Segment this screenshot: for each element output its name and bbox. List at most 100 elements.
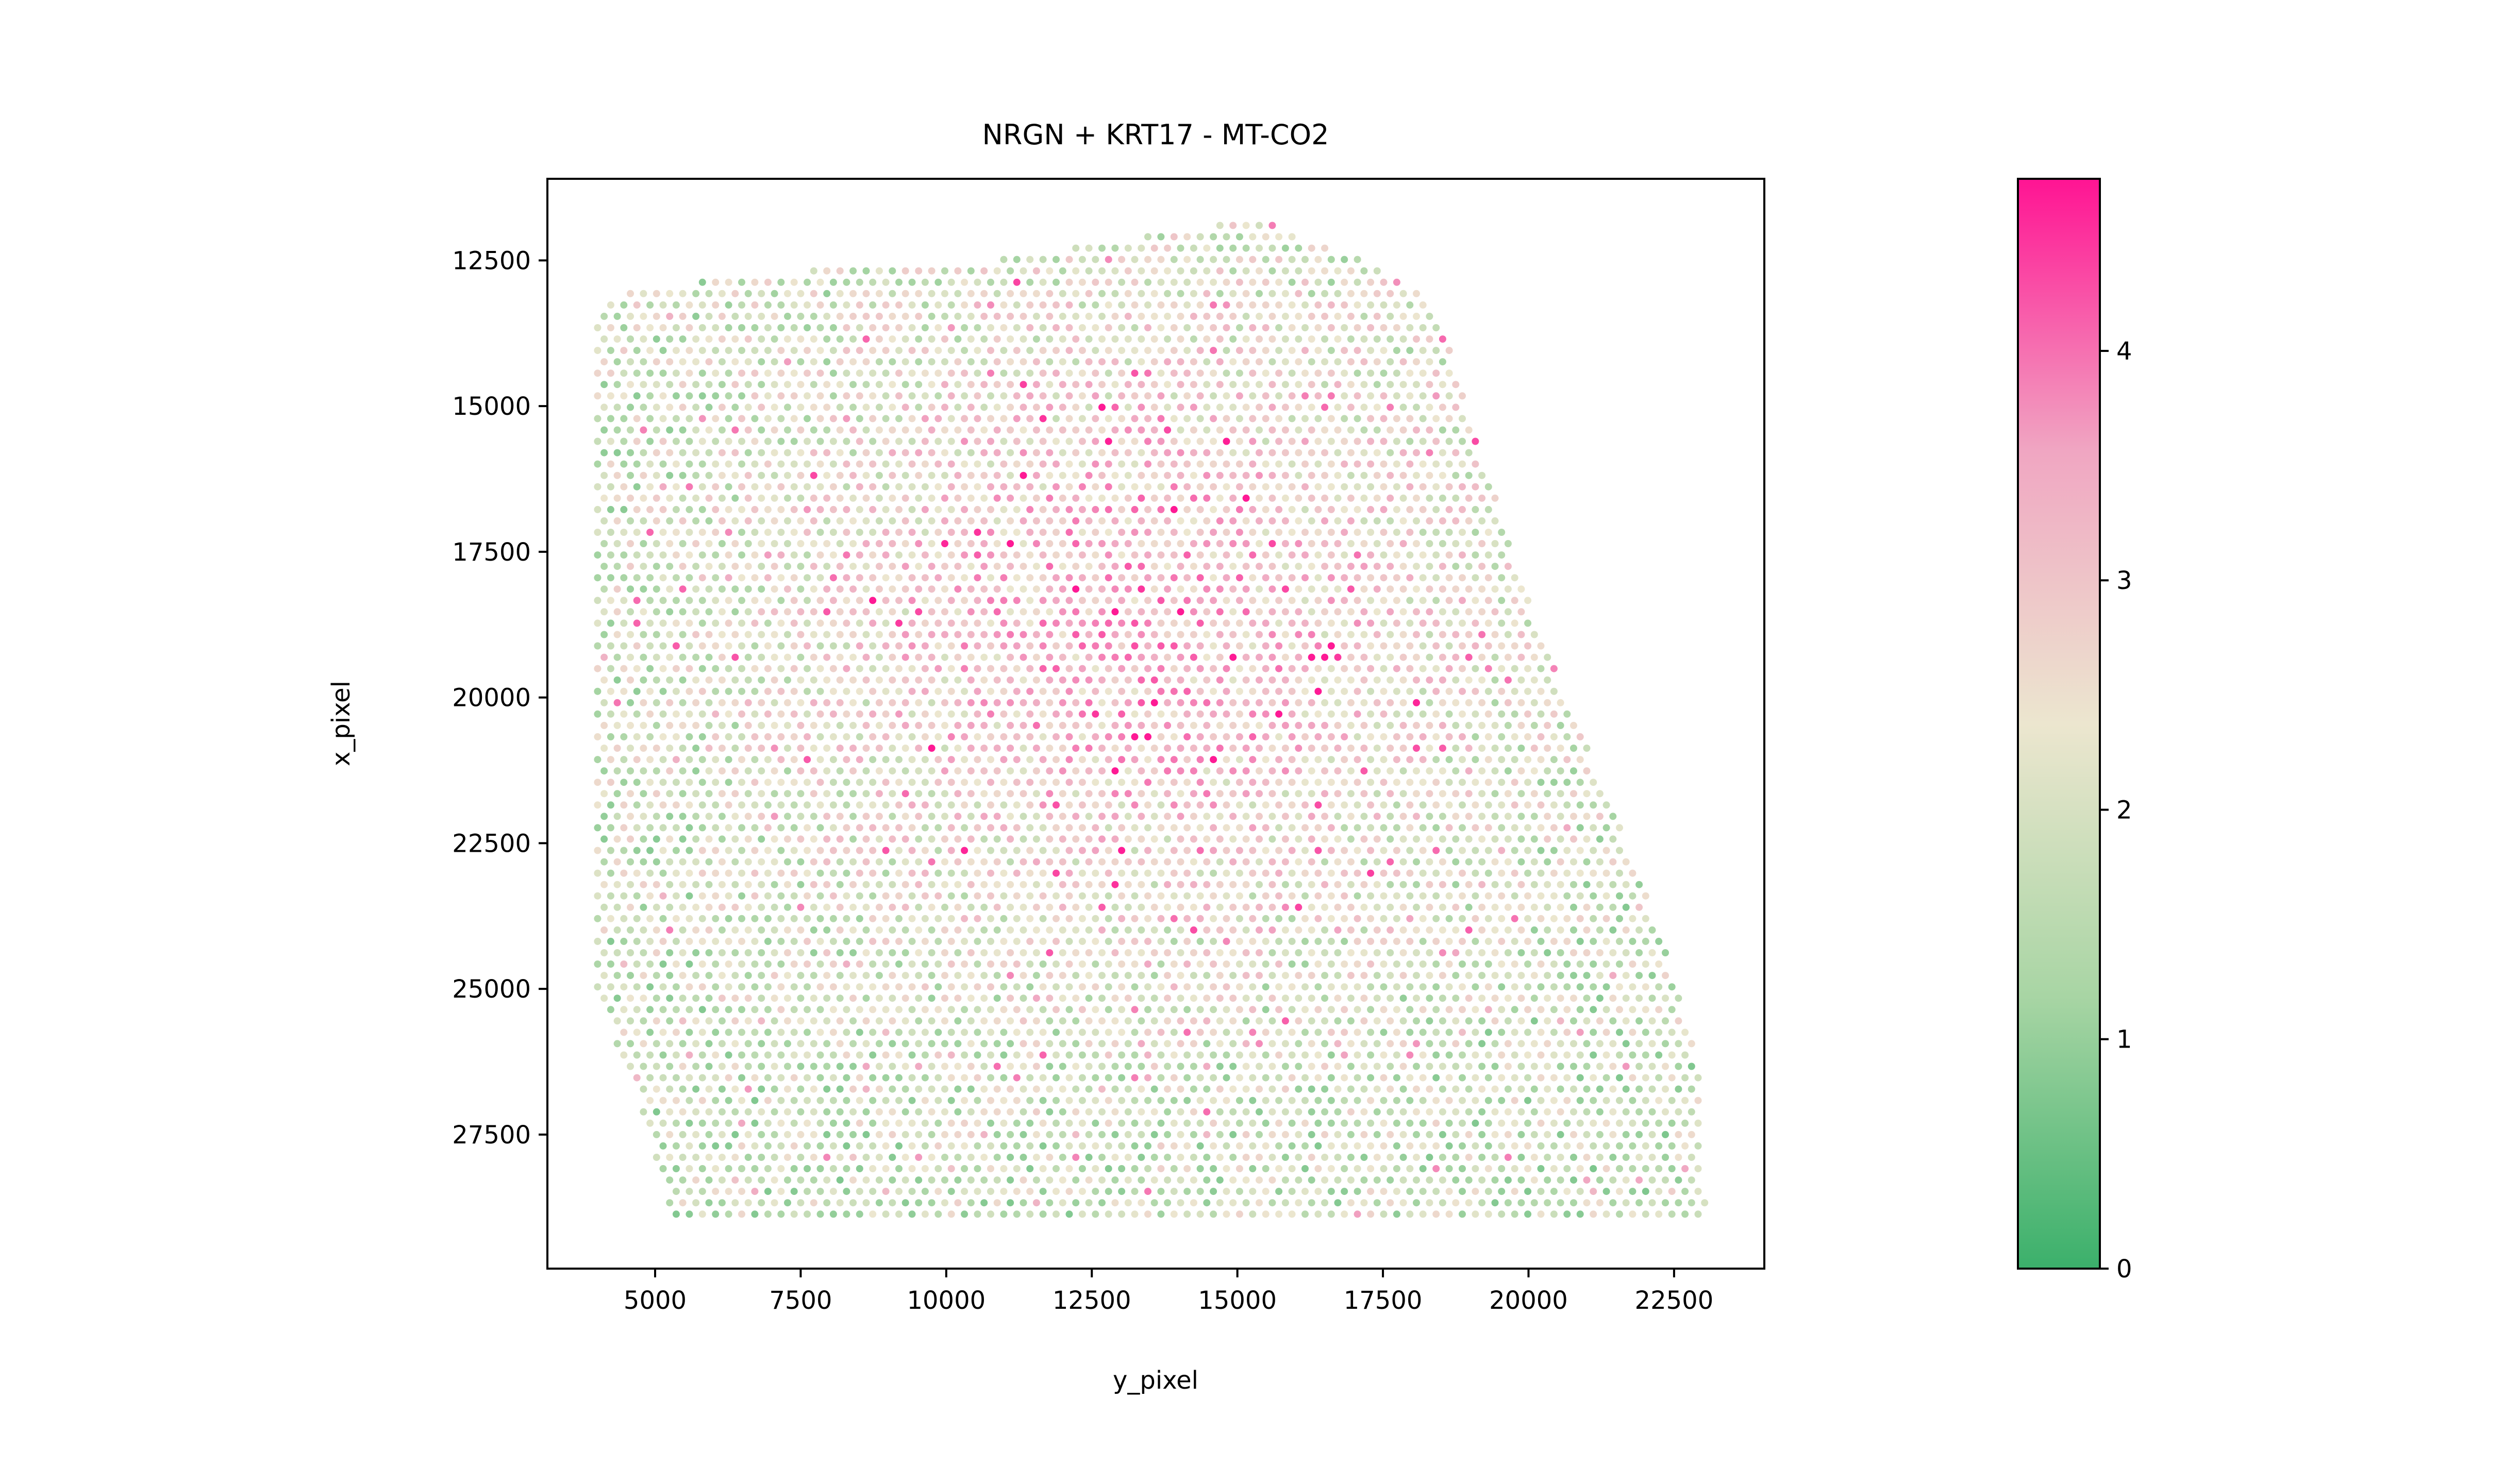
spot [1281, 494, 1289, 502]
spot [1288, 483, 1296, 491]
spot [1413, 858, 1420, 866]
spot [1118, 301, 1126, 309]
spot [718, 926, 726, 934]
spot [1406, 733, 1414, 740]
spot [1053, 937, 1060, 945]
spot [751, 483, 759, 491]
spot [1242, 676, 1250, 684]
spot [829, 574, 837, 582]
spot [738, 415, 745, 423]
spot [698, 505, 706, 513]
spot [1275, 505, 1283, 513]
spot [1039, 869, 1047, 877]
spot [1092, 960, 1099, 968]
spot [1210, 324, 1217, 331]
spot [1085, 585, 1093, 593]
spot [1655, 937, 1663, 945]
spot [797, 381, 805, 389]
spot [698, 347, 706, 355]
spot [1452, 699, 1460, 706]
spot [679, 903, 687, 911]
spot [764, 710, 772, 718]
spot [672, 505, 680, 513]
spot [1268, 858, 1276, 866]
spot [718, 653, 726, 661]
spot [1616, 869, 1623, 877]
spot [1046, 926, 1054, 934]
spot [1530, 881, 1538, 888]
spot [980, 267, 988, 275]
spot [908, 960, 916, 968]
spot [1517, 994, 1525, 1002]
spot [1314, 779, 1322, 786]
spot [1301, 1028, 1309, 1036]
spot [1301, 574, 1309, 582]
spot [1000, 529, 1008, 536]
spot [901, 585, 909, 593]
spot [856, 505, 863, 513]
spot [1452, 767, 1460, 775]
spot [1183, 960, 1191, 968]
spot [1511, 1006, 1518, 1014]
spot [987, 460, 994, 468]
spot [1164, 699, 1172, 706]
spot [784, 358, 791, 366]
spot [921, 347, 929, 355]
spot [666, 540, 674, 547]
spot [1373, 403, 1381, 411]
spot [1138, 335, 1145, 343]
spot [961, 642, 968, 650]
spot [672, 960, 680, 968]
spot [1131, 983, 1139, 991]
spot [862, 881, 870, 888]
spot [1635, 972, 1643, 980]
spot [1000, 892, 1008, 900]
spot [1504, 585, 1512, 593]
spot [908, 574, 916, 582]
spot [1327, 937, 1335, 945]
spot [1020, 585, 1027, 593]
spot [849, 335, 857, 343]
spot [1445, 756, 1453, 764]
spot [1308, 358, 1315, 366]
spot [1419, 415, 1427, 423]
spot [1347, 926, 1355, 934]
spot [1484, 733, 1492, 740]
spot [613, 813, 621, 820]
spot [928, 721, 936, 729]
spot [1085, 926, 1093, 934]
spot [1268, 881, 1276, 888]
spot [849, 835, 857, 843]
spot [1380, 983, 1388, 991]
spot [836, 494, 844, 502]
spot [1570, 835, 1577, 843]
spot [1406, 597, 1414, 604]
spot [1511, 779, 1518, 786]
spot [1576, 915, 1584, 922]
spot [594, 392, 602, 400]
spot [856, 324, 863, 331]
spot [1406, 619, 1414, 627]
spot [738, 437, 745, 445]
spot [1301, 801, 1309, 809]
spot [1491, 790, 1499, 798]
spot [1622, 1017, 1630, 1025]
spot [804, 642, 811, 650]
spot [1157, 529, 1165, 536]
spot [1295, 540, 1302, 547]
spot [889, 994, 896, 1002]
spot [1190, 745, 1197, 752]
spot [627, 631, 634, 638]
spot [915, 745, 923, 752]
spot [1314, 619, 1322, 627]
spot [1281, 335, 1289, 343]
spot [1314, 1028, 1322, 1036]
spot [600, 972, 608, 980]
spot [698, 551, 706, 559]
spot [1216, 517, 1224, 525]
spot [1210, 483, 1217, 491]
spot [1085, 358, 1093, 366]
spot [1393, 733, 1400, 740]
spot [1288, 324, 1296, 331]
spot [1321, 881, 1329, 888]
